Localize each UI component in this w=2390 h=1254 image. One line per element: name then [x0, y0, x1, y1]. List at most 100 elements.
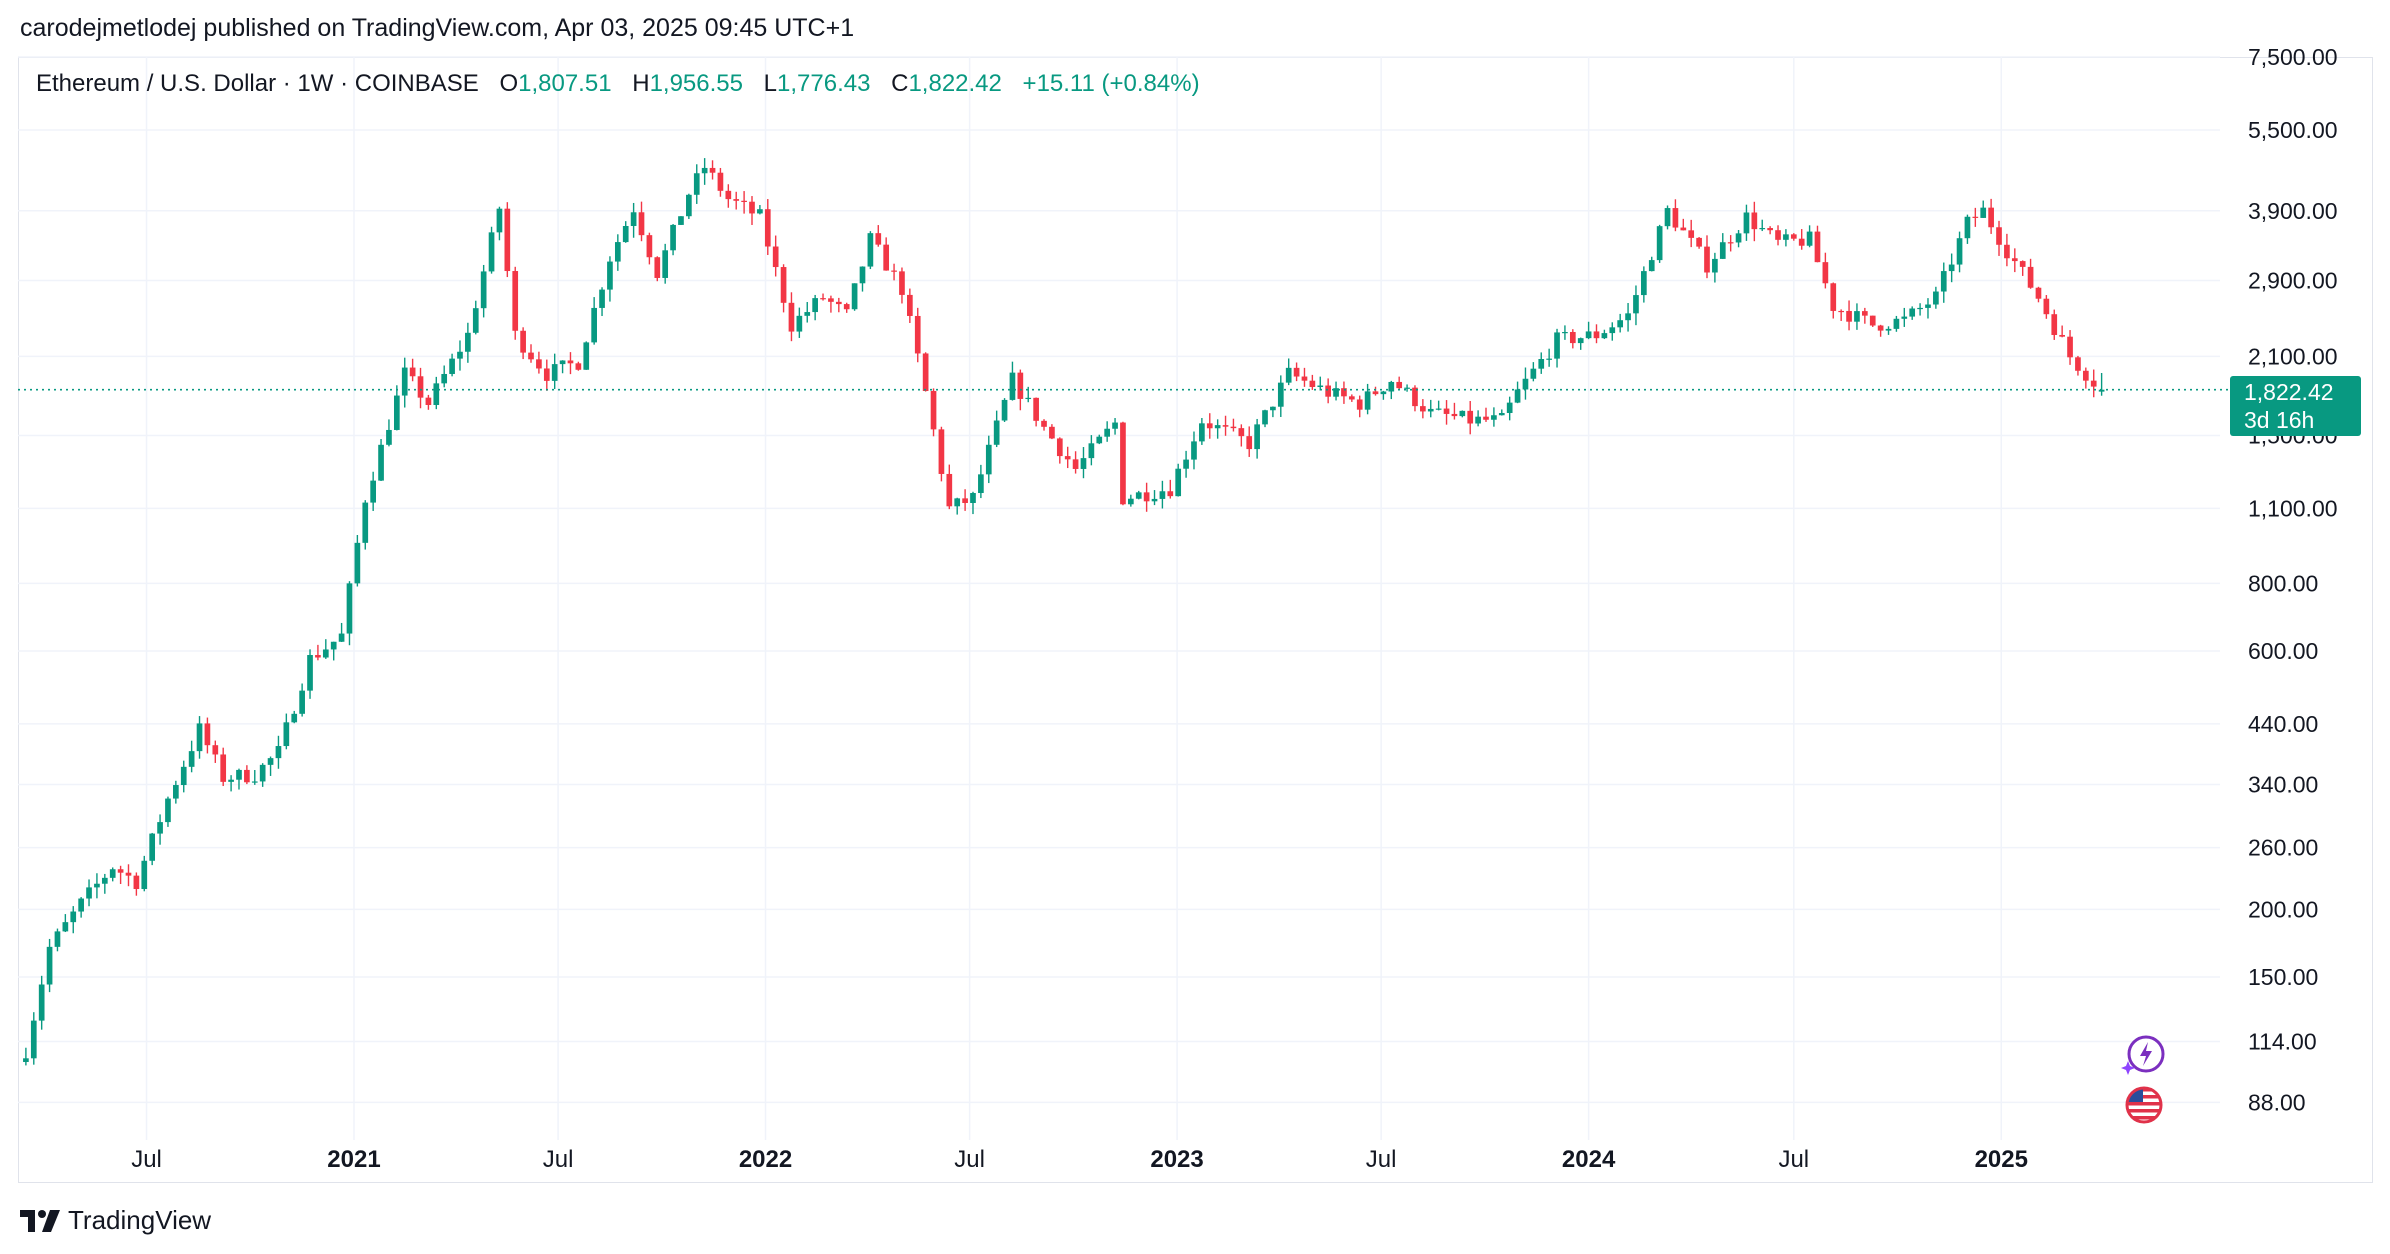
- y-tick-label: 1,100.00: [2248, 495, 2338, 521]
- candle-body: [1088, 443, 1095, 459]
- candle-body: [583, 342, 590, 370]
- us-flag-icon[interactable]: [2121, 1083, 2163, 1124]
- candle-body: [954, 498, 961, 507]
- candle-body: [1719, 242, 1726, 259]
- candle-body: [1522, 378, 1529, 390]
- candle-body: [662, 250, 669, 278]
- candle-body: [165, 798, 171, 823]
- candle-body: [322, 649, 329, 658]
- candle-body: [362, 502, 369, 543]
- candle-body: [1577, 338, 1584, 344]
- candle-body: [591, 307, 597, 343]
- candle-body: [859, 266, 866, 284]
- candle-body: [1159, 491, 1166, 499]
- candle-body: [1672, 208, 1679, 228]
- candle-body: [851, 283, 858, 310]
- candle-body: [1041, 420, 1047, 427]
- candle-body: [1506, 402, 1513, 414]
- lightning-assistant-icon[interactable]: [2120, 1033, 2165, 1075]
- candle-body: [157, 822, 163, 834]
- candle-body: [1538, 358, 1545, 369]
- candle-body: [1633, 295, 1639, 314]
- y-tick-label: 2,100.00: [2248, 343, 2338, 369]
- candle-body: [820, 298, 826, 300]
- candle-body: [575, 363, 582, 370]
- candle-body: [1285, 367, 1292, 383]
- candle-body: [1554, 332, 1560, 359]
- candle-body: [1412, 387, 1418, 407]
- candle-body: [1009, 372, 1016, 400]
- close-value: 1,822.42: [908, 70, 1002, 97]
- candle-body: [520, 330, 526, 353]
- candle-body: [1593, 331, 1600, 339]
- candle-body: [867, 233, 874, 267]
- candle-body: [1617, 320, 1624, 328]
- tradingview-brand[interactable]: TradingView: [20, 1205, 211, 1236]
- candle-body: [1933, 291, 1939, 305]
- high-value: 1,956.55: [649, 70, 743, 97]
- candle-body: [401, 367, 408, 396]
- candle-body: [1940, 271, 1947, 292]
- candle-body: [496, 208, 503, 233]
- candle-body: [2082, 370, 2089, 381]
- candle-body: [2011, 258, 2018, 262]
- candle-body: [512, 271, 519, 331]
- candle-body: [670, 224, 676, 251]
- candle-body: [180, 766, 187, 786]
- candle-body: [1293, 367, 1300, 377]
- candle-body: [109, 869, 116, 878]
- candle-body: [654, 257, 661, 278]
- candle-body: [220, 754, 227, 782]
- candle-body: [196, 723, 203, 752]
- candle-body: [1609, 327, 1616, 334]
- candle-body: [1348, 396, 1355, 400]
- candle-body: [1064, 456, 1071, 460]
- open-value: 1,807.51: [518, 70, 612, 97]
- candle-body: [1317, 385, 1324, 388]
- candle-body: [1846, 310, 1852, 322]
- candle-body: [922, 353, 929, 392]
- candle-body: [1435, 408, 1442, 410]
- candle-body: [1909, 308, 1916, 317]
- candle-body: [1396, 381, 1403, 389]
- x-axis: Jul 2021 Jul 2022 Jul 2023 Jul 2024 Jul 2025: [131, 1146, 2028, 1173]
- candle-body: [1498, 413, 1505, 416]
- candle-body: [780, 267, 787, 303]
- candle-body: [2098, 389, 2105, 392]
- x-tick-label: 2021: [327, 1146, 380, 1173]
- candle-body: [993, 420, 1000, 445]
- x-tick-label: Jul: [131, 1146, 162, 1173]
- candle-body: [962, 498, 968, 504]
- candle-body: [1459, 410, 1466, 417]
- candle-body: [449, 358, 455, 374]
- x-tick-label: Jul: [543, 1146, 574, 1173]
- candle-body: [693, 173, 700, 195]
- candle-body: [1656, 226, 1663, 261]
- candle-body: [212, 745, 219, 755]
- candle-body: [1112, 422, 1118, 429]
- candle-body: [173, 785, 179, 799]
- y-tick-label: 5,500.00: [2248, 117, 2338, 143]
- candle-body: [1427, 408, 1434, 412]
- symbol-title[interactable]: Ethereum / U.S. Dollar · 1W · COINBASE: [36, 70, 479, 97]
- candle-body: [1364, 391, 1371, 410]
- ohlc-legend: Ethereum / U.S. Dollar · 1W · COINBASE O…: [36, 70, 1200, 98]
- y-tick-label: 340.00: [2248, 772, 2318, 798]
- low-value: 1,776.43: [777, 70, 871, 97]
- x-tick-label: 2022: [739, 1146, 792, 1173]
- candle-body: [1956, 238, 1963, 265]
- y-tick-label: 114.00: [2248, 1029, 2317, 1055]
- candle-body: [30, 1020, 37, 1059]
- candle-body: [1270, 406, 1276, 411]
- candle-body: [291, 713, 298, 723]
- candle-body: [914, 315, 921, 354]
- last-price-tag: 1,822.42 3d 16h: [2230, 375, 2361, 436]
- candle-body: [101, 877, 108, 884]
- candle-body: [1680, 227, 1687, 231]
- candle-body: [1056, 438, 1063, 457]
- candle-body: [1388, 381, 1395, 392]
- candle-body: [1309, 380, 1316, 388]
- candle-body: [1262, 410, 1268, 425]
- candle-body: [1972, 216, 1979, 218]
